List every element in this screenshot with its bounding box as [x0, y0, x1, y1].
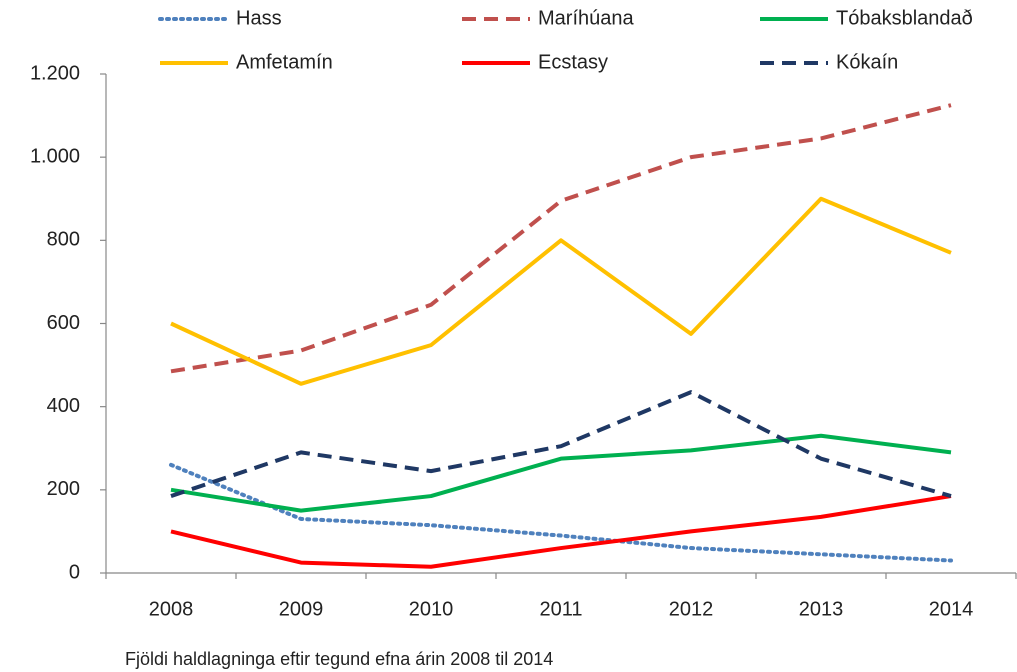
y-tick-label: 1.000 [30, 145, 80, 167]
legend-label: Maríhúana [538, 7, 634, 29]
data-line [170, 494, 952, 569]
data-line [170, 390, 952, 498]
x-tick-label: 2008 [149, 598, 194, 620]
y-tick-label: 200 [47, 478, 80, 500]
data-line [170, 196, 952, 386]
x-tick-label: 2012 [669, 598, 714, 620]
x-tick-label: 2009 [279, 598, 324, 620]
chart-title: Fjöldi haldlagninga eftir tegund efna ár… [125, 649, 553, 669]
data-line [170, 433, 952, 513]
legend-label: Amfetamín [236, 51, 333, 73]
x-tick-label: 2013 [799, 598, 844, 620]
legend-label: Hass [236, 7, 282, 29]
data-line [169, 462, 953, 563]
x-tick-label: 2014 [929, 598, 974, 620]
legend-label: Kókaín [836, 51, 898, 73]
legend-label: Ecstasy [538, 51, 608, 73]
legend-label: Tóbaksblandað [836, 7, 973, 29]
y-tick-label: 0 [69, 561, 80, 583]
y-tick-label: 400 [47, 395, 80, 417]
x-tick-label: 2011 [539, 598, 582, 620]
y-tick-label: 600 [47, 312, 80, 334]
x-tick-label: 2010 [409, 598, 454, 620]
y-tick-label: 800 [47, 229, 80, 251]
y-tick-label: 1.200 [30, 62, 80, 84]
data-line [170, 103, 952, 374]
